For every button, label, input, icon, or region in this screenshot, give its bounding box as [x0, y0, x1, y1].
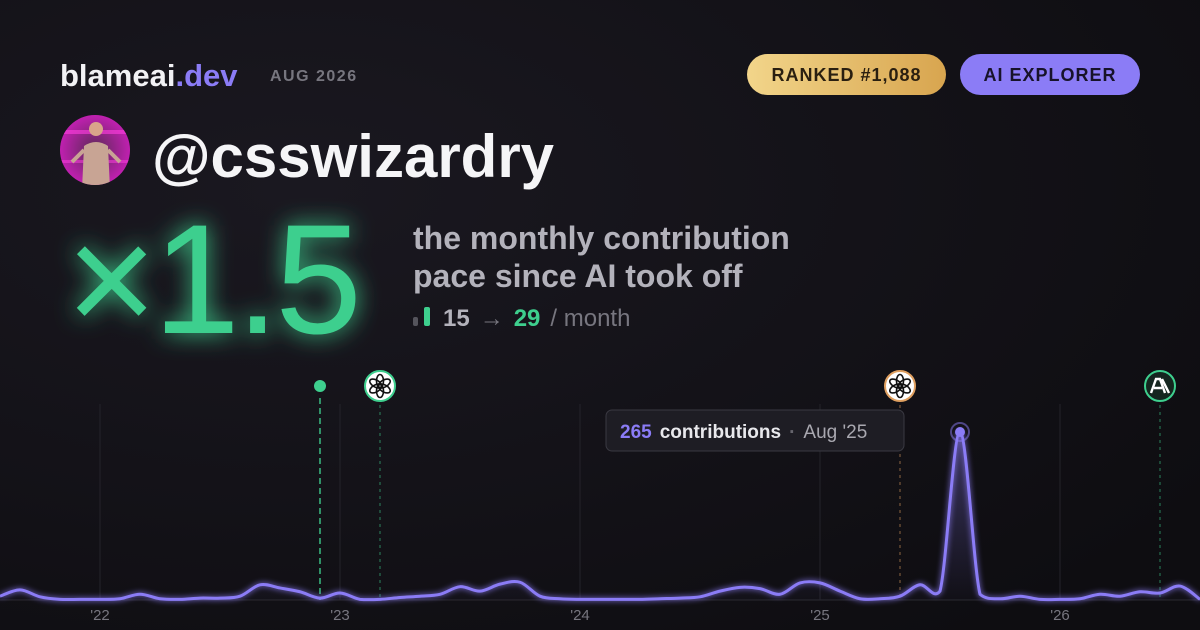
- multiplier: ×1.5: [66, 193, 358, 367]
- pace-arrow: →: [480, 305, 504, 332]
- brand-name: blameai: [60, 58, 175, 93]
- highlight-ring: [950, 422, 970, 443]
- x-tick-label: '26: [1050, 607, 1070, 624]
- pace-before: 15: [443, 305, 470, 332]
- caption-line: pace since AI took off: [413, 258, 743, 294]
- tooltip-label: contributions: [660, 422, 781, 443]
- event-icon-petal: [368, 378, 383, 389]
- line: [0, 430, 1200, 602]
- tooltip-separator: ·: [789, 422, 795, 443]
- event-icon: [364, 370, 396, 402]
- area: [0, 432, 1200, 600]
- brand-tld: .dev: [175, 58, 238, 93]
- tooltip-date: Aug '25: [803, 422, 867, 443]
- tooltip-text: 265 contributions · Aug '25: [620, 422, 867, 443]
- brand: blameai.dev: [60, 58, 238, 93]
- event-marker: [1144, 370, 1176, 402]
- x-tick-label: '25: [810, 607, 830, 624]
- event-marker: [884, 370, 916, 402]
- pace-after: 29: [514, 305, 541, 332]
- event-marker: [314, 380, 326, 392]
- event-icon-glyph: [1149, 377, 1171, 394]
- rank-badge: [747, 54, 946, 95]
- tier-badge-text: AI EXPLORER: [983, 65, 1116, 85]
- event-icon: [1144, 370, 1176, 402]
- avatar: [60, 115, 130, 185]
- rank-badge-text: RANKED #1,088: [771, 65, 921, 85]
- tier-badge: [960, 54, 1140, 95]
- handle: @csswizardry: [152, 123, 555, 190]
- x-tick-label: '22: [90, 607, 110, 624]
- x-tick-label: '24: [570, 607, 590, 624]
- highlight-point: [955, 427, 965, 438]
- pace-icon: [424, 307, 430, 326]
- event-icon: [884, 370, 916, 402]
- tooltip-box: [605, 409, 905, 452]
- tooltip: 265 contributions · Aug '25: [605, 409, 905, 452]
- x-tick-label: '23: [330, 607, 350, 624]
- event-marker: [364, 370, 396, 402]
- tooltip-value: 265: [620, 422, 652, 443]
- pace: 15 → 29 / month: [443, 305, 630, 332]
- pace-unit: / month: [550, 305, 630, 332]
- event-icon-petal: [888, 378, 903, 389]
- period: AUG 2026: [270, 68, 358, 85]
- caption-line: the monthly contribution: [413, 220, 790, 256]
- contribution-chart: '22 '23 '24 '25 '26 265 contributions · Aug '25: [0, 370, 1200, 624]
- pace-icon: [413, 317, 418, 326]
